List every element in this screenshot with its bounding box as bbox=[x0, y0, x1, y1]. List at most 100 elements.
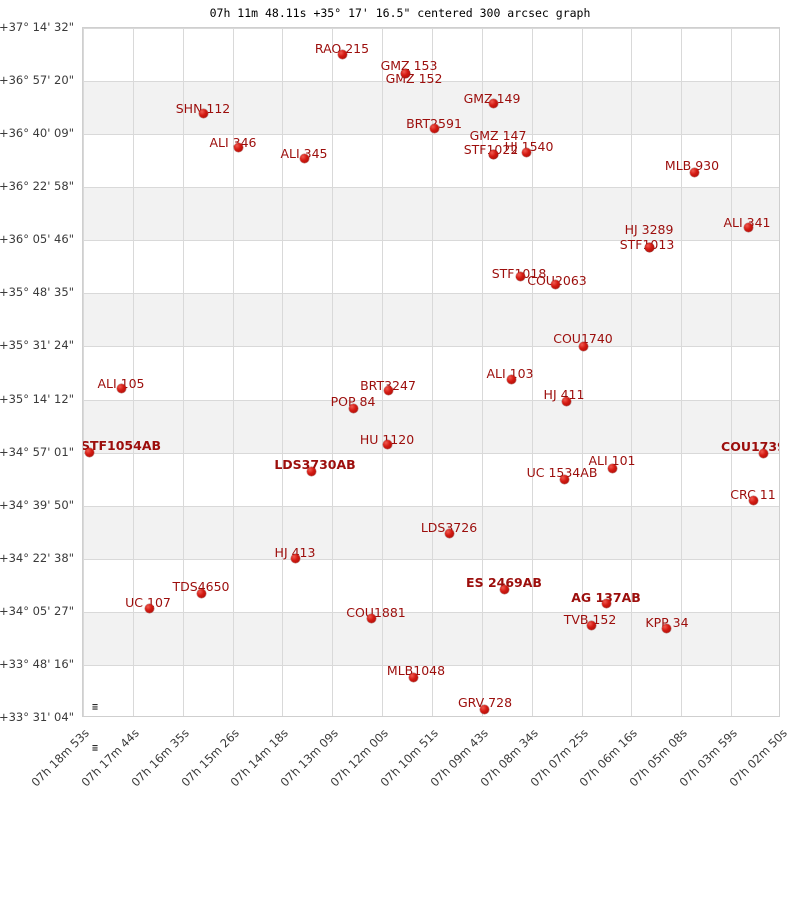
star-marker[interactable] bbox=[382, 439, 392, 449]
star-label: ES 2469AB bbox=[466, 575, 542, 590]
gridline-vertical bbox=[432, 28, 433, 716]
y-axis-tick-label: +36° 40' 09" bbox=[0, 126, 74, 141]
star-marker[interactable] bbox=[196, 588, 206, 598]
gridline-vertical bbox=[631, 28, 632, 716]
star-label: HJ 411 bbox=[543, 387, 585, 402]
star-marker[interactable] bbox=[561, 396, 571, 406]
star-marker[interactable] bbox=[578, 341, 588, 351]
star-marker[interactable] bbox=[689, 167, 699, 177]
gridline-vertical bbox=[482, 28, 483, 716]
x-axis-tick-label: 07h 12m 00s bbox=[327, 726, 392, 790]
y-axis-tick-label: +36° 57' 20" bbox=[0, 73, 74, 88]
y-axis-tick-label: +34° 22' 38" bbox=[0, 550, 74, 565]
gridline-vertical bbox=[83, 28, 84, 716]
star-marker[interactable] bbox=[383, 385, 393, 395]
star-marker[interactable] bbox=[499, 584, 509, 594]
star-label: HJ 3289 bbox=[624, 222, 674, 237]
star-label: LDS3730AB bbox=[274, 457, 356, 472]
star-marker[interactable] bbox=[488, 98, 498, 108]
star-marker[interactable] bbox=[116, 383, 126, 393]
shaded-band bbox=[83, 399, 779, 453]
star-marker[interactable] bbox=[233, 142, 243, 152]
y-axis-tick-label: +35° 31' 24" bbox=[0, 338, 74, 353]
x-axis-tick-label: 07h 09m 43s bbox=[427, 726, 491, 790]
star-marker[interactable] bbox=[601, 598, 611, 608]
gridline-vertical bbox=[532, 28, 533, 716]
gridline-horizontal bbox=[83, 665, 779, 666]
x-axis-tick-label: 07h 14m 18s bbox=[227, 726, 292, 790]
star-marker[interactable] bbox=[348, 403, 358, 413]
gridline-horizontal bbox=[83, 506, 779, 507]
star-label: LDS3726 bbox=[420, 520, 478, 535]
gridline-vertical bbox=[133, 28, 134, 716]
star-marker[interactable] bbox=[444, 528, 454, 538]
gridline-horizontal bbox=[83, 453, 779, 454]
star-marker[interactable] bbox=[748, 495, 758, 505]
star-marker[interactable] bbox=[299, 153, 309, 163]
gridline-horizontal bbox=[83, 346, 779, 347]
star-label: POP 84 bbox=[330, 394, 376, 409]
star-label: HJ 1540 bbox=[504, 139, 554, 154]
star-marker[interactable] bbox=[743, 222, 753, 232]
star-marker[interactable] bbox=[366, 613, 376, 623]
star-label: CRC 11 bbox=[730, 487, 776, 502]
gridline-horizontal bbox=[83, 612, 779, 613]
x-axis-tick-label: 07h 02m 50s bbox=[726, 726, 790, 790]
star-label: TDS4650 bbox=[172, 579, 230, 594]
star-marker[interactable] bbox=[521, 147, 531, 157]
star-marker[interactable] bbox=[661, 623, 671, 633]
star-marker[interactable] bbox=[290, 553, 300, 563]
gridline-horizontal bbox=[83, 81, 779, 82]
gridline-horizontal bbox=[83, 240, 779, 241]
star-marker[interactable] bbox=[144, 603, 154, 613]
x-axis-tick-label: 07h 06m 16s bbox=[576, 726, 641, 790]
y-axis-tick-label: +35° 48' 35" bbox=[0, 285, 74, 300]
y-axis-tick-label: +37° 14' 32" bbox=[0, 20, 74, 34]
x-axis-tick-label: 07h 08m 34s bbox=[477, 726, 541, 790]
gridline-vertical bbox=[233, 28, 234, 716]
star-marker[interactable] bbox=[400, 68, 410, 78]
star-marker[interactable] bbox=[408, 672, 418, 682]
gridline-horizontal bbox=[83, 559, 779, 560]
y-axis-tick-label: +33° 31' 04" bbox=[0, 710, 74, 724]
star-label: GRV 728 bbox=[457, 695, 513, 710]
x-axis-tick-label: 07h 13m 09s bbox=[277, 726, 342, 790]
star-marker[interactable] bbox=[559, 474, 569, 484]
shaded-band bbox=[83, 505, 779, 559]
gridline-vertical bbox=[382, 28, 383, 716]
gridline-vertical bbox=[332, 28, 333, 716]
star-label: MLB 930 bbox=[664, 158, 720, 173]
gridline-horizontal bbox=[83, 187, 779, 188]
y-axis-tick-label: +34° 05' 27" bbox=[0, 603, 74, 618]
star-label: AG 137AB bbox=[571, 590, 641, 605]
star-marker[interactable] bbox=[607, 463, 617, 473]
star-label: ALI 103 bbox=[486, 366, 534, 381]
star-marker[interactable] bbox=[550, 279, 560, 289]
gridline-horizontal bbox=[83, 400, 779, 401]
gridline-horizontal bbox=[83, 293, 779, 294]
star-chart: 07h 11m 48.11s +35° 17' 16.5" centered 3… bbox=[0, 6, 790, 789]
star-label: UC 1534AB bbox=[526, 465, 598, 480]
star-label: COU1881 bbox=[346, 605, 406, 620]
star-marker[interactable] bbox=[479, 704, 489, 714]
chart-title: 07h 11m 48.11s +35° 17' 16.5" centered 3… bbox=[209, 6, 591, 20]
star-marker[interactable] bbox=[758, 448, 768, 458]
star-marker[interactable] bbox=[506, 374, 516, 384]
star-marker[interactable] bbox=[586, 620, 596, 630]
star-marker[interactable] bbox=[198, 108, 208, 118]
star-marker[interactable] bbox=[429, 123, 439, 133]
shaded-band bbox=[83, 293, 779, 347]
x-axis-tick-label: 07h 07m 25s bbox=[527, 726, 591, 790]
star-marker[interactable] bbox=[488, 149, 498, 159]
star-marker[interactable] bbox=[337, 49, 347, 59]
star-marker[interactable] bbox=[644, 242, 654, 252]
star-marker[interactable] bbox=[515, 271, 525, 281]
star-label: TVB 152 bbox=[563, 612, 617, 627]
star-marker[interactable] bbox=[84, 447, 94, 457]
star-label: GMZ 147 bbox=[469, 128, 527, 143]
shaded-band bbox=[83, 611, 779, 665]
y-axis-tick-label: +34° 57' 01" bbox=[0, 444, 74, 459]
gridline-horizontal bbox=[83, 134, 779, 135]
star-marker[interactable] bbox=[306, 466, 316, 476]
